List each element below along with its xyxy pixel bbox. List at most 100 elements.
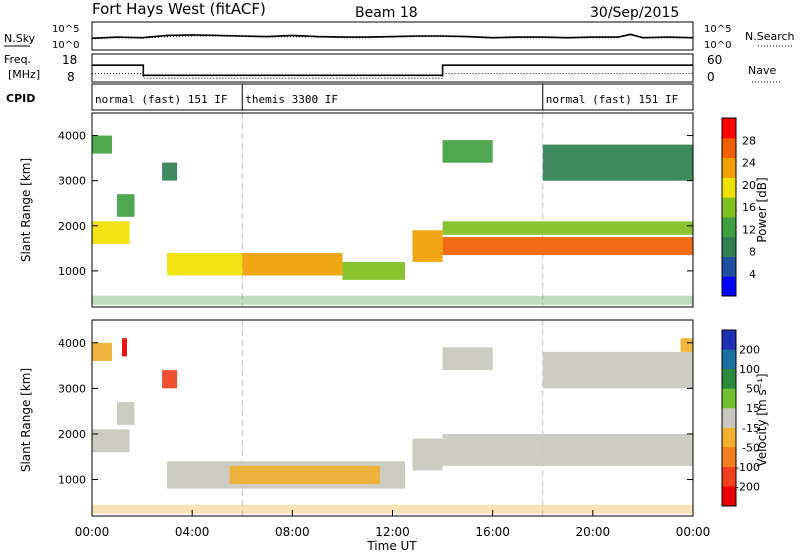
beam-label: Beam 18 [355, 5, 418, 21]
velocity-colorbar-tick: -200 [735, 480, 760, 493]
power-colorbar-cell [722, 137, 736, 159]
cpid-segments: normal (fast) 151 IF themis 3300 IF normal… [95, 84, 678, 110]
scatter-region [242, 252, 343, 276]
noise-left-tick-bottom: 10^0 [52, 40, 79, 51]
time-axis-ticks: 00:00 04:00 08:00 12:00 16:00 20:00 00:00 [75, 510, 711, 539]
cpid-segment-label: normal (fast) 151 IF [546, 93, 678, 106]
station-title: Fort Hays West (fitACF) [92, 0, 266, 18]
freq-panel-frame [91, 53, 694, 83]
velocity-colorbar-cell [722, 447, 736, 468]
freq-label: Freq. [4, 53, 31, 66]
scatter-region [442, 140, 493, 163]
velocity-colorbar-cell [722, 369, 736, 390]
freq-series-0 [92, 64, 693, 77]
y-tick-label: 1000 [58, 474, 86, 487]
cpid-label: CPID [6, 92, 35, 105]
time-axis-label: Time UT [366, 539, 417, 553]
power-colorbar: 4 8 12 16 20 24 28 [721, 117, 756, 297]
near-range-echoes [92, 504, 693, 514]
nave-tick-top: 60 [707, 53, 722, 67]
cpid-panel: CPID normal (fast) 151 IF themis 3300 IF n… [6, 83, 694, 111]
scatter-region [442, 221, 693, 235]
velocity-colorbar-tick: -50 [742, 441, 760, 454]
near-range-echoes [92, 295, 693, 305]
noise-left-tick-top: 10^5 [52, 24, 79, 35]
power-colorbar-cell [722, 216, 736, 238]
time-tick-label: 20:00 [576, 525, 611, 539]
velocity-colorbar-frame [721, 329, 737, 507]
scatter-region [342, 261, 405, 280]
power-yticks: 1000 2000 3000 4000 [58, 130, 693, 278]
time-tick-label: 00:00 [676, 525, 711, 539]
scatter-region [117, 402, 135, 425]
velocity-ylabel: Slant Range [km] [19, 368, 33, 472]
time-tick-label: 16:00 [475, 525, 510, 539]
power-colorbar-cell [722, 157, 736, 178]
power-panel: Slant Range [km] 1000 2000 3000 4000 4 8 12 16… [19, 112, 769, 308]
scatter-region [412, 438, 443, 471]
noise-panel: N.Sky 10^5 10^0 10^5 10^0 N.Search [4, 21, 795, 51]
cpid-panel-frame [91, 83, 694, 111]
velocity-colorbar-tick: 15 [746, 402, 760, 415]
velocity-colorbar-tick: 200 [739, 344, 760, 357]
y-tick-label: 4000 [58, 130, 86, 143]
noise-series-1 [91, 34, 694, 40]
velocity-colorbar-cell [722, 427, 736, 448]
freq-series-1 [92, 73, 693, 79]
noise-panel-frame [91, 21, 694, 51]
velocity-yticks: 1000 2000 3000 4000 [58, 337, 693, 487]
date-label: 30/Sep/2015 [590, 5, 679, 21]
power-colorbar-tick: 20 [742, 179, 756, 192]
scatter-region [542, 351, 694, 389]
scatter-region [412, 230, 443, 262]
scatter-region [162, 370, 178, 389]
power-colorbar-cell [722, 197, 736, 218]
noise-right-tick-top: 10^5 [704, 24, 731, 35]
y-tick-label: 1000 [58, 265, 86, 278]
power-colorbar-tick: 8 [749, 246, 756, 259]
velocity-panel: Slant Range [km] 1000 2000 3000 4000 200 100… [19, 319, 769, 517]
freq-lines [92, 64, 693, 79]
y-tick-label: 3000 [58, 382, 86, 395]
scatter-region [162, 162, 178, 181]
scatter-region [680, 338, 693, 352]
power-colorbar-frame [721, 117, 737, 297]
y-tick-label: 4000 [58, 337, 86, 350]
scatter-region [167, 252, 243, 276]
power-colorbar-label: Power [dB] [755, 177, 769, 242]
scatter-region [122, 338, 127, 357]
velocity-colorbar-cell [722, 408, 736, 429]
power-colorbar-tick: 24 [742, 157, 756, 170]
time-tick-label: 08:00 [275, 525, 310, 539]
noise-right-label: N.Search [745, 30, 795, 43]
scatter-region [117, 194, 135, 217]
scatter-region [442, 434, 693, 466]
y-tick-label: 2000 [58, 428, 86, 441]
power-colorbar-cell [722, 177, 736, 198]
power-colorbar-cell [722, 276, 736, 297]
y-tick-label: 2000 [58, 220, 86, 233]
freq-unit-label: [MHz] [8, 68, 40, 81]
scatter-region [542, 144, 694, 181]
velocity-colorbar-cell [722, 349, 736, 370]
scatter-region [442, 237, 693, 256]
velocity-colorbar-tick: 50 [746, 383, 760, 396]
power-colorbar-tick: 28 [742, 134, 756, 147]
scatter-region [442, 347, 493, 371]
time-tick-label: 00:00 [75, 525, 110, 539]
cpid-segment-label: normal (fast) 151 IF [95, 93, 227, 106]
scatter-region [229, 465, 380, 485]
power-map [92, 113, 694, 307]
y-tick-label: 3000 [58, 175, 86, 188]
power-colorbar-cell [722, 236, 736, 257]
velocity-map [92, 320, 694, 516]
velocity-colorbar-tick: -15 [742, 422, 760, 435]
nave-tick-bottom: 0 [707, 70, 715, 84]
power-colorbar-cell [722, 118, 736, 139]
velocity-colorbar: 200 100 50 15 -15 -50 -100 -200 [721, 329, 760, 507]
freq-panel: Freq. [MHz] 18 8 60 0 Nave [4, 53, 780, 84]
scatter-region [92, 342, 112, 361]
power-ylabel: Slant Range [km] [19, 158, 33, 262]
freq-tick-top: 18 [62, 53, 77, 67]
